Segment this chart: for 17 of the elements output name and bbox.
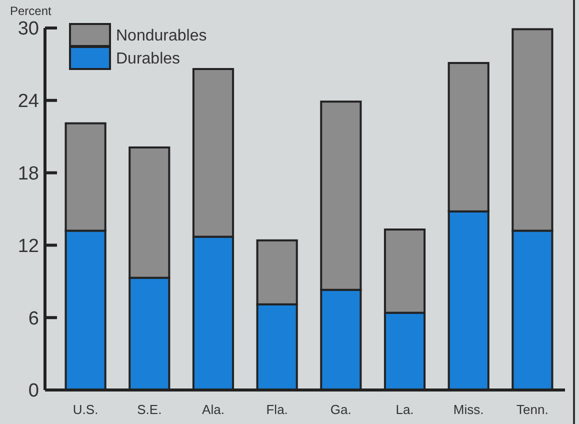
x-tick-label: La.	[396, 402, 414, 417]
x-tick-label: Tenn.	[516, 402, 548, 417]
x-tick-label: Ga.	[330, 402, 352, 417]
y-tick-label: 12	[18, 236, 39, 257]
x-tick-label: S.E.	[137, 402, 162, 417]
y-tick-label: 24	[18, 91, 40, 112]
x-tick-label: U.S.	[72, 402, 98, 417]
y-tick-label: 18	[18, 163, 39, 184]
x-tick-label: Miss.	[453, 402, 484, 417]
legend-label: Durables	[116, 50, 180, 68]
y-tick-label: 6	[28, 308, 39, 330]
y-axis-title: Percent	[10, 4, 52, 18]
x-tick-label: Ala.	[202, 402, 224, 417]
legend-label: Nondurables	[116, 28, 207, 45]
x-tick-label: Fla.	[266, 402, 288, 417]
y-tick-label: 0	[28, 380, 39, 402]
y-tick-label: 30	[18, 18, 39, 40]
